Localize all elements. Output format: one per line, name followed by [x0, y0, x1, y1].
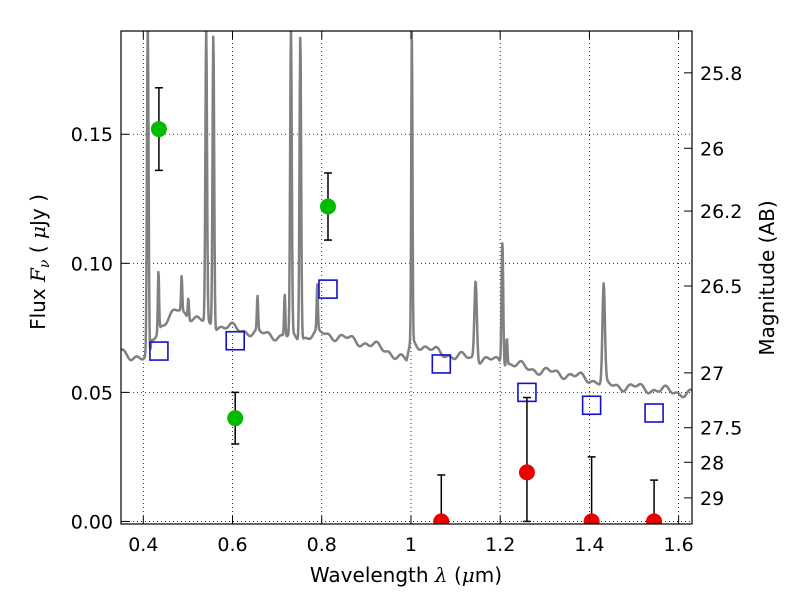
- right-tick-label: 29: [700, 488, 724, 510]
- axis-ticks: [121, 31, 692, 524]
- model-photometry-square: [149, 341, 169, 361]
- model-spectrum-line: [121, 31, 692, 399]
- observed-points: [150, 121, 663, 524]
- x-tick-label: 0.6: [217, 534, 247, 556]
- x-tick-label: 1: [405, 534, 417, 556]
- x-tick-labels: 0.4 0.6 0.8 1 1.2 1.4 1.6: [128, 534, 694, 556]
- right-tick-label: 25.8: [700, 63, 742, 85]
- right-tick-label: 27: [700, 363, 724, 385]
- y-axis-label: Flux Fν ( μJy ): [26, 194, 53, 330]
- y-tick-labels: 0.00 0.05 0.10 0.15: [71, 124, 113, 533]
- right-tick-label: 27.5: [700, 418, 742, 440]
- model-photometry-square: [581, 395, 602, 416]
- model-photometry-square: [644, 403, 664, 423]
- y-tick-label: 0.05: [71, 382, 113, 404]
- nondetection-point: [646, 513, 663, 524]
- right-tick-label: 26.5: [700, 276, 742, 298]
- nondetection-point: [433, 513, 450, 524]
- right-tick-label: 26: [700, 138, 724, 160]
- detection-point: [319, 198, 336, 215]
- x-tick-label: 1.2: [485, 534, 515, 556]
- model-photometry-markers: [149, 279, 664, 423]
- right-tick-labels: 25.8 26 26.2 26.5 27 27.5 28 29: [700, 63, 742, 510]
- right-tick-label: 28: [700, 452, 724, 474]
- x-tick-label: 1.6: [664, 534, 694, 556]
- right-tick-label: 26.2: [700, 201, 742, 223]
- x-tick-label: 1.4: [574, 534, 604, 556]
- y-tick-label: 0.00: [71, 511, 113, 533]
- detection-point: [227, 410, 244, 427]
- y-tick-label: 0.10: [71, 253, 113, 275]
- x-tick-label: 0.8: [307, 534, 337, 556]
- y-tick-label: 0.15: [71, 124, 113, 146]
- plot-frame: [120, 30, 693, 525]
- right-axis-label: Magnitude (AB): [755, 200, 779, 355]
- error-bars: [154, 87, 659, 523]
- model-photometry-square: [225, 330, 245, 351]
- x-axis-label: Wavelength λ (μm): [310, 563, 502, 587]
- nondetection-point: [518, 464, 535, 481]
- detection-point: [150, 121, 167, 138]
- model-photometry-square: [318, 279, 338, 299]
- x-tick-label: 0.4: [128, 534, 158, 556]
- model-photometry-square: [431, 354, 452, 374]
- nondetection-point: [583, 513, 600, 524]
